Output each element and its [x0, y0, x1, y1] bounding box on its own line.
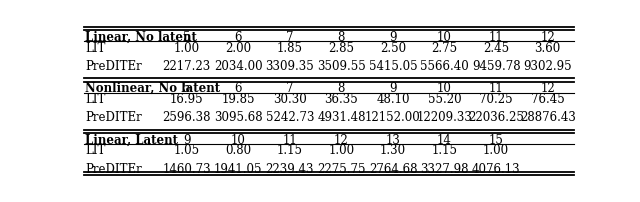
Text: 1.15: 1.15: [431, 144, 458, 157]
Text: 22036.25: 22036.25: [468, 111, 524, 124]
Text: 76.45: 76.45: [531, 93, 564, 105]
Text: 13: 13: [385, 133, 401, 146]
Text: 7: 7: [286, 31, 294, 43]
Text: LIT: LIT: [86, 144, 106, 157]
Text: 30.30: 30.30: [273, 93, 307, 105]
Text: 10: 10: [437, 31, 452, 43]
Text: 7: 7: [286, 82, 294, 95]
Text: 1.00: 1.00: [483, 144, 509, 157]
Text: 1.15: 1.15: [277, 144, 303, 157]
Text: 2.85: 2.85: [328, 41, 355, 54]
Text: 12: 12: [334, 133, 349, 146]
Text: 15: 15: [489, 133, 504, 146]
Text: Linear, No latent: Linear, No latent: [86, 31, 197, 43]
Text: 4076.13: 4076.13: [472, 162, 520, 175]
Text: 11: 11: [489, 82, 504, 95]
Text: 2.45: 2.45: [483, 41, 509, 54]
Text: 1.00: 1.00: [173, 41, 200, 54]
Text: 2239.43: 2239.43: [266, 162, 314, 175]
Text: 28876.43: 28876.43: [520, 111, 575, 124]
Text: 12152.00: 12152.00: [365, 111, 421, 124]
Text: 2.75: 2.75: [431, 41, 458, 54]
Text: 1.85: 1.85: [277, 41, 303, 54]
Text: 36.35: 36.35: [324, 93, 358, 105]
Text: 11: 11: [282, 133, 297, 146]
Text: 2764.68: 2764.68: [369, 162, 417, 175]
Text: PreDITEr: PreDITEr: [86, 162, 142, 175]
Text: 1.00: 1.00: [328, 144, 355, 157]
Text: 3095.68: 3095.68: [214, 111, 262, 124]
Text: 2275.75: 2275.75: [317, 162, 365, 175]
Text: 0.80: 0.80: [225, 144, 252, 157]
Text: 2.00: 2.00: [225, 41, 252, 54]
Text: LIT: LIT: [86, 41, 106, 54]
Text: 2034.00: 2034.00: [214, 60, 262, 73]
Text: 48.10: 48.10: [376, 93, 410, 105]
Text: 1941.05: 1941.05: [214, 162, 262, 175]
Text: PreDITEr: PreDITEr: [86, 111, 142, 124]
Text: 1.05: 1.05: [173, 144, 200, 157]
Text: 4931.48: 4931.48: [317, 111, 365, 124]
Text: Linear, Latent: Linear, Latent: [86, 133, 179, 146]
Text: 70.25: 70.25: [479, 93, 513, 105]
Text: 9: 9: [389, 82, 397, 95]
Text: 3309.35: 3309.35: [266, 60, 314, 73]
Text: 9302.95: 9302.95: [524, 60, 572, 73]
Text: 3.60: 3.60: [534, 41, 561, 54]
Text: 8: 8: [338, 31, 345, 43]
Text: 2596.38: 2596.38: [163, 111, 211, 124]
Text: 14: 14: [437, 133, 452, 146]
Text: 16.95: 16.95: [170, 93, 204, 105]
Text: 10: 10: [437, 82, 452, 95]
Text: 19.85: 19.85: [221, 93, 255, 105]
Text: 9: 9: [389, 31, 397, 43]
Text: 12: 12: [540, 31, 555, 43]
Text: 5415.05: 5415.05: [369, 60, 417, 73]
Text: 6: 6: [234, 82, 242, 95]
Text: 2217.23: 2217.23: [163, 60, 211, 73]
Text: 5: 5: [183, 31, 190, 43]
Text: 10: 10: [231, 133, 246, 146]
Text: 3509.55: 3509.55: [317, 60, 366, 73]
Text: 3327.98: 3327.98: [420, 162, 469, 175]
Text: LIT: LIT: [86, 93, 106, 105]
Text: 1.30: 1.30: [380, 144, 406, 157]
Text: 2.50: 2.50: [380, 41, 406, 54]
Text: 6: 6: [234, 31, 242, 43]
Text: 5566.40: 5566.40: [420, 60, 469, 73]
Text: 12209.33: 12209.33: [417, 111, 472, 124]
Text: 1460.73: 1460.73: [163, 162, 211, 175]
Text: PreDITEr: PreDITEr: [86, 60, 142, 73]
Text: Nonlinear, No latent: Nonlinear, No latent: [86, 82, 221, 95]
Text: 9: 9: [183, 133, 190, 146]
Text: 9459.78: 9459.78: [472, 60, 520, 73]
Text: 5: 5: [183, 82, 190, 95]
Text: 11: 11: [489, 31, 504, 43]
Text: 55.20: 55.20: [428, 93, 461, 105]
Text: 12: 12: [540, 82, 555, 95]
Text: 8: 8: [338, 82, 345, 95]
Text: 5242.73: 5242.73: [266, 111, 314, 124]
